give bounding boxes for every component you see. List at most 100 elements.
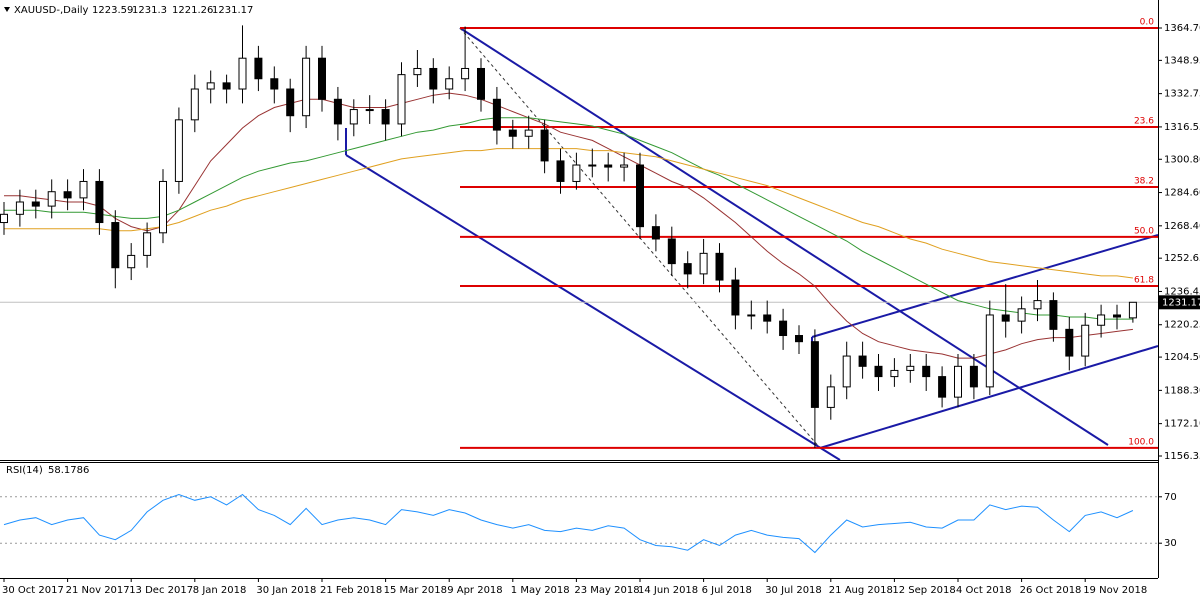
moving-average — [4, 92, 1133, 359]
candle-body — [556, 160, 565, 182]
high-value: 1231.3 — [132, 5, 167, 16]
candle-body — [0, 213, 8, 224]
candle-body — [858, 355, 867, 367]
candle-body — [365, 109, 374, 112]
candle-body — [508, 129, 517, 137]
x-tick-label: 30 Oct 2017 — [2, 585, 64, 596]
price-tag — [1159, 295, 1200, 310]
candle-body — [381, 109, 390, 125]
candle-body — [1065, 328, 1074, 357]
y-tick-label: 1348.95 — [1164, 55, 1200, 66]
candle-body — [254, 57, 263, 80]
candle-body — [174, 119, 183, 182]
fib-label: 0.0 — [1140, 18, 1155, 28]
candle-body — [1017, 308, 1026, 322]
candle-body — [874, 365, 883, 378]
x-tick-label: 30 Jan 2018 — [256, 585, 316, 596]
candle-body — [349, 109, 358, 125]
candle-body — [922, 365, 931, 378]
x-tick-label: 12 Sep 2018 — [892, 585, 955, 596]
fib-label: 100.0 — [1128, 437, 1154, 447]
y-tick-label: 1268.40 — [1164, 221, 1200, 232]
candle-body — [143, 232, 152, 256]
x-tick-label: 9 Apr 2018 — [447, 585, 502, 596]
x-tick-label: 8 Jan 2018 — [193, 585, 247, 596]
candle-body — [159, 180, 167, 234]
indicator-line — [3, 493, 1134, 554]
candle-body — [1113, 314, 1121, 318]
candle-body — [31, 201, 40, 207]
y-tick-label: 1236.45 — [1164, 286, 1200, 297]
x-tick-label: 13 Dec 2017 — [129, 585, 193, 596]
indicator-value: 58.1786 — [48, 465, 89, 476]
y-tick-label: 1220.25 — [1164, 320, 1200, 331]
candle-body — [302, 57, 311, 117]
y-tick-label: 1316.55 — [1164, 122, 1200, 133]
candle-body — [731, 279, 740, 316]
x-tick-label: 26 Oct 2018 — [1020, 585, 1082, 596]
y-tick-label: 1252.65 — [1164, 253, 1200, 264]
candle-body — [1128, 301, 1137, 319]
close-value: 1231.17 — [212, 5, 253, 16]
candle-body — [604, 164, 613, 168]
x-tick-label: 23 May 2018 — [574, 585, 639, 596]
trend-line — [345, 154, 841, 461]
candle-body — [333, 98, 342, 125]
candle-body — [461, 67, 470, 80]
candle-body — [524, 129, 533, 137]
y-tick-label: 1172.10 — [1164, 419, 1200, 430]
candle-body — [1001, 314, 1010, 322]
candle-body — [636, 164, 644, 228]
x-tick-label: 21 Aug 2018 — [829, 585, 893, 596]
fib-label: 61.8 — [1134, 276, 1154, 286]
y-tick-label: 1204.50 — [1164, 352, 1200, 363]
y-tick-label: 1284.60 — [1164, 188, 1200, 199]
low-value: 1221.26 — [172, 5, 213, 16]
candle-body — [15, 201, 24, 215]
moving-average — [4, 117, 1133, 320]
x-tick-label: 1 May 2018 — [511, 585, 570, 596]
y-tick-label: 1300.80 — [1164, 154, 1200, 165]
candle-body — [413, 67, 422, 76]
candle-body — [890, 369, 899, 378]
y-tick-label: 1332.75 — [1164, 89, 1200, 100]
candle-body — [842, 355, 851, 388]
candle-body — [572, 164, 581, 182]
candle-body — [651, 226, 660, 240]
candle-body — [667, 238, 676, 265]
moving-average — [4, 148, 1133, 279]
x-tick-label: 15 Mar 2018 — [384, 585, 447, 596]
candle-body — [79, 180, 88, 199]
candle-body — [318, 57, 326, 100]
x-tick-label: 6 Jul 2018 — [702, 585, 752, 596]
x-tick-label: 14 Jun 2018 — [638, 585, 698, 596]
y-tick-label: 1188.30 — [1164, 385, 1200, 396]
y-tick-label: 1364.70 — [1164, 23, 1200, 34]
candle-body — [477, 67, 485, 100]
candle-body — [795, 335, 803, 343]
candle-body — [906, 365, 915, 371]
candle-body — [445, 78, 454, 90]
x-tick-label: 21 Feb 2018 — [320, 585, 382, 596]
candle-body — [763, 314, 772, 322]
y-tick-label: 70 — [1164, 492, 1177, 503]
candle-body — [222, 82, 231, 90]
fib-label: 23.6 — [1134, 117, 1154, 127]
candle-body — [63, 191, 72, 199]
candle-body — [1049, 300, 1058, 330]
candle-body — [540, 129, 549, 162]
x-tick-label: 4 Oct 2018 — [956, 585, 1011, 596]
candle-body — [238, 57, 247, 90]
fib-label: 38.2 — [1134, 176, 1154, 186]
candle-body — [954, 365, 962, 398]
candle-body — [588, 164, 597, 167]
candle-body — [429, 67, 438, 90]
candle-body — [699, 252, 708, 275]
candle-body — [206, 82, 215, 90]
candle-body — [620, 164, 629, 168]
candle-body — [985, 314, 994, 388]
y-tick-label: 1156.35 — [1164, 451, 1200, 462]
